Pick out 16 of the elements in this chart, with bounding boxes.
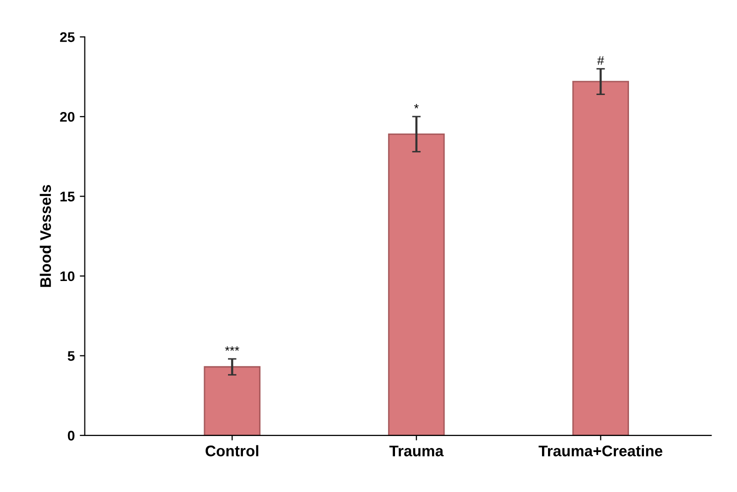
y-axis-title: Blood Vessels xyxy=(40,184,52,287)
annotation: * xyxy=(414,104,419,108)
x-tick-label: Control xyxy=(206,445,258,456)
y-tick-label: 15 xyxy=(60,192,75,202)
y-tick-label: 25 xyxy=(60,32,75,42)
x-tick-label: Trauma+Creatine xyxy=(538,445,662,456)
y-tick-label: 0 xyxy=(68,430,74,441)
annotation: *** xyxy=(225,346,240,351)
x-tick-label: Trauma xyxy=(389,446,444,456)
y-tick-label: 10 xyxy=(60,271,74,282)
bar xyxy=(204,366,260,436)
y-tick-label: 20 xyxy=(60,112,74,122)
y-tick-label: 5 xyxy=(68,351,75,361)
bar xyxy=(388,133,445,436)
bar xyxy=(572,80,629,436)
annotation: # xyxy=(597,56,604,65)
